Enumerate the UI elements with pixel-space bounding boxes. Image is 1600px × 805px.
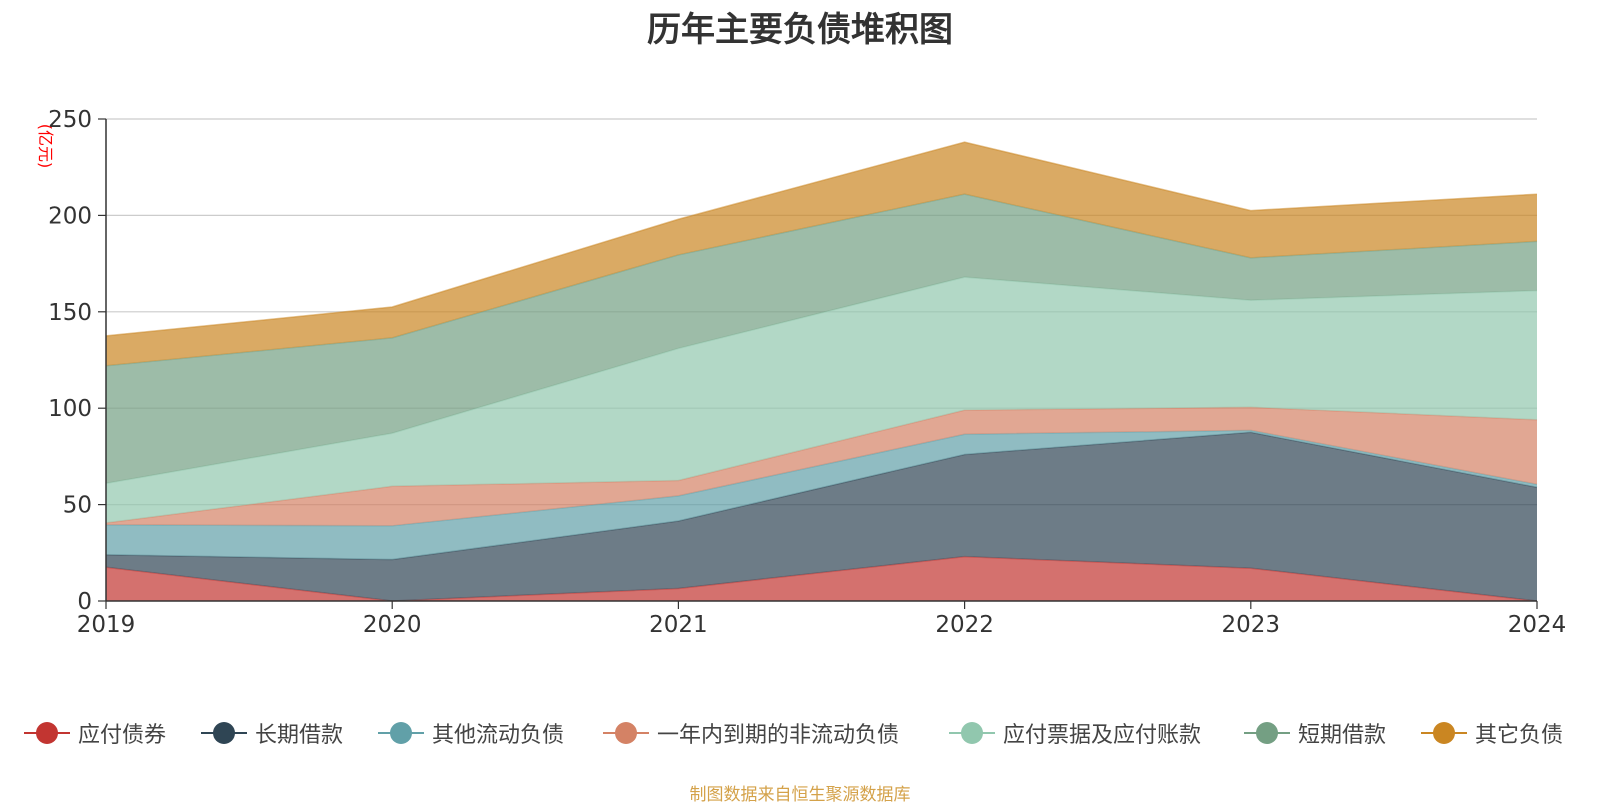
- y-tick-label: 250: [48, 107, 92, 133]
- legend-marker-icon: [1421, 718, 1467, 748]
- area-series-0[interactable]: [106, 556, 1537, 601]
- legend-item-4[interactable]: 应付票据及应付账款: [949, 718, 1201, 748]
- legend-item-3[interactable]: 一年内到期的非流动负债: [603, 718, 899, 748]
- legend-dot: [390, 722, 412, 744]
- axes: [105, 119, 1537, 602]
- tick-labels: 0 50 100 150 200 250 2019 2020 2021 2022 2023 2024: [48, 107, 1566, 638]
- legend-marker-icon: [603, 718, 649, 748]
- legend-label: 应付债券: [78, 723, 167, 748]
- area-series-3[interactable]: [106, 407, 1537, 526]
- legend-marker-icon: [201, 718, 247, 748]
- legend-label: 其他流动负债: [432, 723, 565, 748]
- area-series-2[interactable]: [106, 430, 1537, 560]
- chart-title: 历年主要负债堆积图: [647, 10, 953, 50]
- legend-label: 应付票据及应付账款: [1003, 723, 1202, 748]
- area-series-4[interactable]: [106, 277, 1537, 523]
- x-tick-label: 2022: [935, 612, 994, 638]
- y-tick-label: 100: [48, 396, 92, 422]
- x-tick-label: 2019: [77, 612, 136, 638]
- legend-marker-icon: [949, 718, 995, 748]
- legend-marker-icon: [378, 718, 424, 748]
- x-tick-label: 2021: [649, 612, 708, 638]
- y-tick-label: 0: [77, 589, 92, 615]
- legend-item-0[interactable]: 应付债券: [24, 718, 166, 748]
- legend-item-2[interactable]: 其他流动负债: [378, 718, 564, 748]
- legend-label: 一年内到期的非流动负债: [657, 723, 900, 748]
- legend-label: 其它负债: [1475, 723, 1564, 748]
- y-axis-unit-label: (亿元): [36, 124, 55, 169]
- legend-item-5[interactable]: 短期借款: [1244, 718, 1386, 748]
- x-tick-label: 2024: [1508, 612, 1567, 638]
- area-series-5[interactable]: [106, 194, 1537, 484]
- y-tick-label: 200: [48, 203, 92, 229]
- legend-item-1[interactable]: 长期借款: [201, 718, 343, 748]
- area-series: [105, 141, 1538, 602]
- legend-dot: [615, 722, 637, 744]
- legend-dot: [213, 722, 235, 744]
- area-series-1[interactable]: [106, 432, 1537, 601]
- x-tick-label: 2020: [363, 612, 422, 638]
- area-series-6[interactable]: [106, 142, 1537, 366]
- legend-dot: [961, 722, 983, 744]
- legend-item-6[interactable]: 其它负债: [1421, 718, 1563, 748]
- legend-marker-icon: [1244, 718, 1290, 748]
- legend-label: 长期借款: [255, 723, 344, 748]
- legend-dot: [1256, 722, 1278, 744]
- y-tick-label: 150: [48, 300, 92, 326]
- legend-dot: [36, 722, 58, 744]
- legend-marker-icon: [24, 718, 70, 748]
- legend-dot: [1433, 722, 1455, 744]
- area-series-edge-6: [105, 141, 1538, 337]
- source-note: 制图数据来自恒生聚源数据库: [689, 785, 911, 805]
- legend-label: 短期借款: [1298, 723, 1387, 748]
- x-tick-label: 2023: [1222, 612, 1281, 638]
- y-tick-label: 50: [63, 493, 92, 519]
